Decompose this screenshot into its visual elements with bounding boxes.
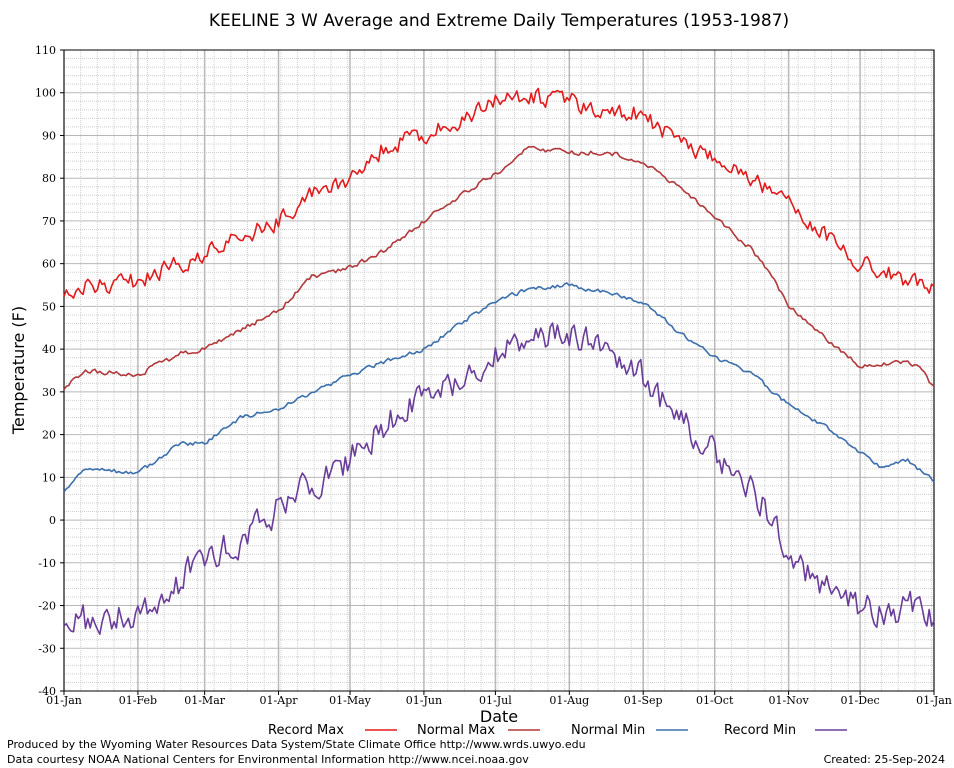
x-tick-label: 01-Jul bbox=[479, 694, 512, 707]
x-tick-label: 01-Sep bbox=[624, 694, 663, 707]
y-tick-label: 90 bbox=[42, 129, 56, 142]
y-tick-label: 10 bbox=[42, 471, 56, 484]
x-tick-label: 01-May bbox=[329, 694, 372, 707]
grid bbox=[63, 49, 935, 692]
y-tick-label: 20 bbox=[42, 429, 56, 442]
chart-title: KEELINE 3 W Average and Extreme Daily Te… bbox=[209, 11, 789, 31]
legend-label: Normal Min bbox=[571, 723, 645, 738]
footer-credit-line-2: Data courtesy NOAA National Centers for … bbox=[7, 753, 529, 766]
series-line-normal-max bbox=[63, 145, 935, 390]
x-tick-label: 01-Oct bbox=[696, 694, 734, 707]
footer-credit-line-1: Produced by the Wyoming Water Resources … bbox=[7, 738, 586, 751]
x-axis-label: Date bbox=[480, 707, 518, 726]
x-tick-label: 01-Jan bbox=[916, 694, 952, 707]
y-tick-label: 60 bbox=[42, 258, 56, 271]
series-line-normal-min bbox=[63, 282, 935, 493]
x-tick-label: 01-Mar bbox=[184, 694, 226, 707]
series-line-record-max bbox=[63, 87, 935, 299]
y-tick-label: 30 bbox=[42, 386, 56, 399]
y-tick-label: 80 bbox=[42, 172, 56, 185]
x-axis-ticks: 01-Jan 01-Feb 01-Mar 01-Apr 01-May 01-Jun 01-J… bbox=[46, 691, 952, 707]
y-tick-label: 70 bbox=[42, 215, 56, 228]
legend: Record Max Normal Max Normal Min Record Min bbox=[268, 723, 847, 738]
y-tick-label: 50 bbox=[42, 300, 56, 313]
y-tick-label: -20 bbox=[38, 600, 56, 613]
y-tick-label: 0 bbox=[49, 514, 56, 527]
series-line-record-min bbox=[63, 322, 935, 636]
footer-created-date: Created: 25-Sep-2024 bbox=[823, 753, 945, 766]
y-tick-label: 40 bbox=[42, 343, 56, 356]
plot-area-frame bbox=[63, 49, 935, 692]
y-tick-label: -10 bbox=[38, 557, 56, 570]
x-tick-label: 01-Dec bbox=[841, 694, 880, 707]
y-tick-label: -30 bbox=[38, 642, 56, 655]
x-tick-label: 01-Apr bbox=[260, 694, 299, 707]
x-tick-label: 01-Nov bbox=[769, 694, 810, 707]
y-tick-label: 100 bbox=[35, 87, 56, 100]
x-tick-label: 01-Feb bbox=[119, 694, 157, 707]
x-tick-label: 01-Aug bbox=[549, 694, 589, 707]
y-tick-label: -40 bbox=[38, 685, 56, 698]
y-tick-label: 110 bbox=[35, 44, 56, 57]
y-axis-ticks: -40 -30 -20 -10 0 10 20 30 40 50 60 70 80 90 100 110 bbox=[35, 44, 64, 698]
legend-label: Record Min bbox=[724, 723, 796, 738]
y-axis-label: Temperature (F) bbox=[9, 306, 28, 435]
x-tick-label: 01-Jun bbox=[406, 694, 442, 707]
x-tick-label: 01-Jan bbox=[46, 694, 82, 707]
legend-label: Record Max bbox=[268, 723, 344, 738]
series-lines bbox=[63, 87, 935, 636]
legend-label: Normal Max bbox=[417, 723, 495, 738]
